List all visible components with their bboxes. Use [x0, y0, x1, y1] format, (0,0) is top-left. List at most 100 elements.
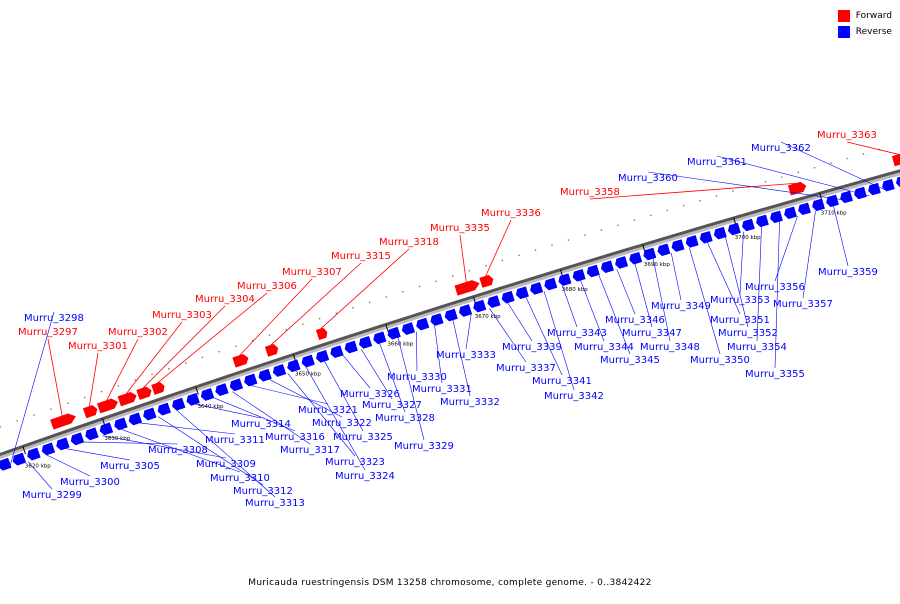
forward-gene-label: Murru_3358: [560, 187, 620, 198]
reverse-label-leader: [725, 236, 749, 328]
reverse-gene-label: Murru_3316: [265, 432, 325, 443]
lane-dot: [551, 244, 553, 246]
reverse-label-leader: [802, 211, 816, 299]
lane-dot: [451, 275, 454, 277]
reverse-gene-label: Murru_3356: [745, 282, 805, 293]
reverse-gene: [487, 295, 501, 308]
lane-dot: [67, 402, 69, 405]
reverse-gene: [416, 317, 430, 331]
reverse-label-leader: [774, 216, 798, 282]
chromosome-track: [0, 169, 900, 457]
scale-tick-label: 3630 kbp: [104, 436, 130, 442]
lane-dot: [33, 414, 35, 416]
lane-dot: [184, 362, 187, 364]
reverse-gene: [387, 326, 401, 340]
reverse-label-leader: [158, 416, 264, 486]
reverse-label-leader: [452, 319, 471, 397]
forward-gene-label: Murru_3306: [237, 281, 297, 292]
lane-dot: [50, 408, 52, 410]
reverse-gene-label: Murru_3355: [745, 369, 805, 380]
reverse-gene: [444, 308, 458, 322]
forward-label-leader: [320, 248, 410, 330]
reverse-gene-label: Murru_3343: [547, 328, 607, 339]
reverse-label-leader: [121, 428, 241, 473]
reverse-gene: [401, 322, 416, 335]
reverse-gene-label: Murru_3346: [605, 315, 665, 326]
legend-forward-label: Forward: [855, 11, 892, 21]
reverse-gene-label: Murru_3337: [496, 363, 556, 374]
forward-label-leader: [142, 305, 226, 389]
reverse-gene-label: Murru_3314: [231, 419, 291, 430]
reverse-gene: [430, 313, 444, 326]
reverse-gene: [458, 304, 473, 317]
reverse-gene-label: Murru_3339: [502, 342, 562, 353]
lane-dot: [335, 312, 338, 314]
lane-dot: [797, 171, 800, 174]
reverse-label-leader: [833, 205, 849, 267]
forward-gene-label: Murru_3363: [817, 130, 877, 141]
forward-gene: [50, 413, 76, 430]
reverse-gene-label: Murru_3329: [394, 441, 454, 452]
reverse-gene: [544, 277, 558, 291]
reverse-label-leader: [774, 221, 780, 369]
reverse-gene-label: Murru_3325: [333, 432, 393, 443]
reverse-gene: [896, 176, 900, 188]
reverse-gene: [128, 412, 143, 426]
forward-gene: [136, 386, 152, 400]
reverse-gene: [143, 407, 157, 421]
forward-label-leader: [459, 234, 467, 283]
lane-dot: [352, 306, 354, 309]
reverse-gene: [373, 331, 387, 345]
reverse-label-leader: [83, 441, 179, 445]
reverse-gene: [258, 368, 272, 382]
reverse-gene-label: Murru_3323: [325, 457, 385, 468]
reverse-gene: [629, 251, 643, 265]
reverse-gene-label: Murru_3345: [600, 355, 660, 366]
reverse-gene: [615, 256, 629, 269]
lane-dot: [435, 280, 437, 282]
reverse-label-leader: [65, 448, 131, 461]
reverse-label-leader: [756, 226, 762, 342]
lane-dot: [682, 204, 685, 207]
forward-label-leader: [125, 321, 183, 394]
reverse-label-leader: [689, 247, 721, 355]
reverse-gene-label: Murru_3330: [387, 372, 447, 383]
reverse-label-leader: [598, 274, 631, 355]
reverse-label-leader: [647, 171, 852, 202]
reverse-gene: [558, 273, 572, 286]
lane-dot: [813, 166, 816, 169]
lane-dot: [830, 162, 832, 164]
forward-gene: [232, 354, 249, 368]
reverse-label-leader: [507, 302, 533, 342]
reverse-label-leader: [269, 379, 343, 418]
lane-dot: [385, 296, 388, 298]
lane-dot: [100, 390, 103, 393]
forward-gene-label: Murru_3301: [68, 341, 128, 352]
reverse-gene-label: Murru_3341: [532, 376, 592, 387]
reverse-gene-label: Murru_3324: [335, 471, 395, 482]
reverse-gene: [56, 437, 70, 451]
reverse-gene: [358, 335, 373, 349]
reverse-label-leader: [634, 263, 653, 328]
reverse-gene-label: Murru_3361: [687, 157, 747, 168]
forward-gene: [82, 405, 98, 419]
reverse-gene: [530, 282, 544, 295]
reverse-label-leader: [9, 311, 55, 469]
lane-dot: [650, 214, 652, 217]
lane-dot: [117, 385, 120, 387]
reverse-gene-label: Murru_3347: [622, 328, 682, 339]
reverse-gene: [501, 290, 515, 304]
reverse-gene: [244, 373, 258, 387]
reverse-gene: [685, 235, 699, 248]
lane-dot: [584, 234, 586, 236]
lane-dot: [781, 176, 783, 178]
lane-dot: [285, 328, 287, 331]
forward-gene: [315, 327, 328, 341]
lane-dot: [368, 301, 371, 304]
forward-gene: [454, 280, 480, 296]
reverse-gene: [643, 247, 657, 261]
reverse-gene: [186, 392, 200, 406]
reverse-gene-label: Murru_3299: [22, 490, 82, 501]
reverse-gene-label: Murru_3310: [210, 473, 270, 484]
reverse-gene: [713, 226, 727, 240]
